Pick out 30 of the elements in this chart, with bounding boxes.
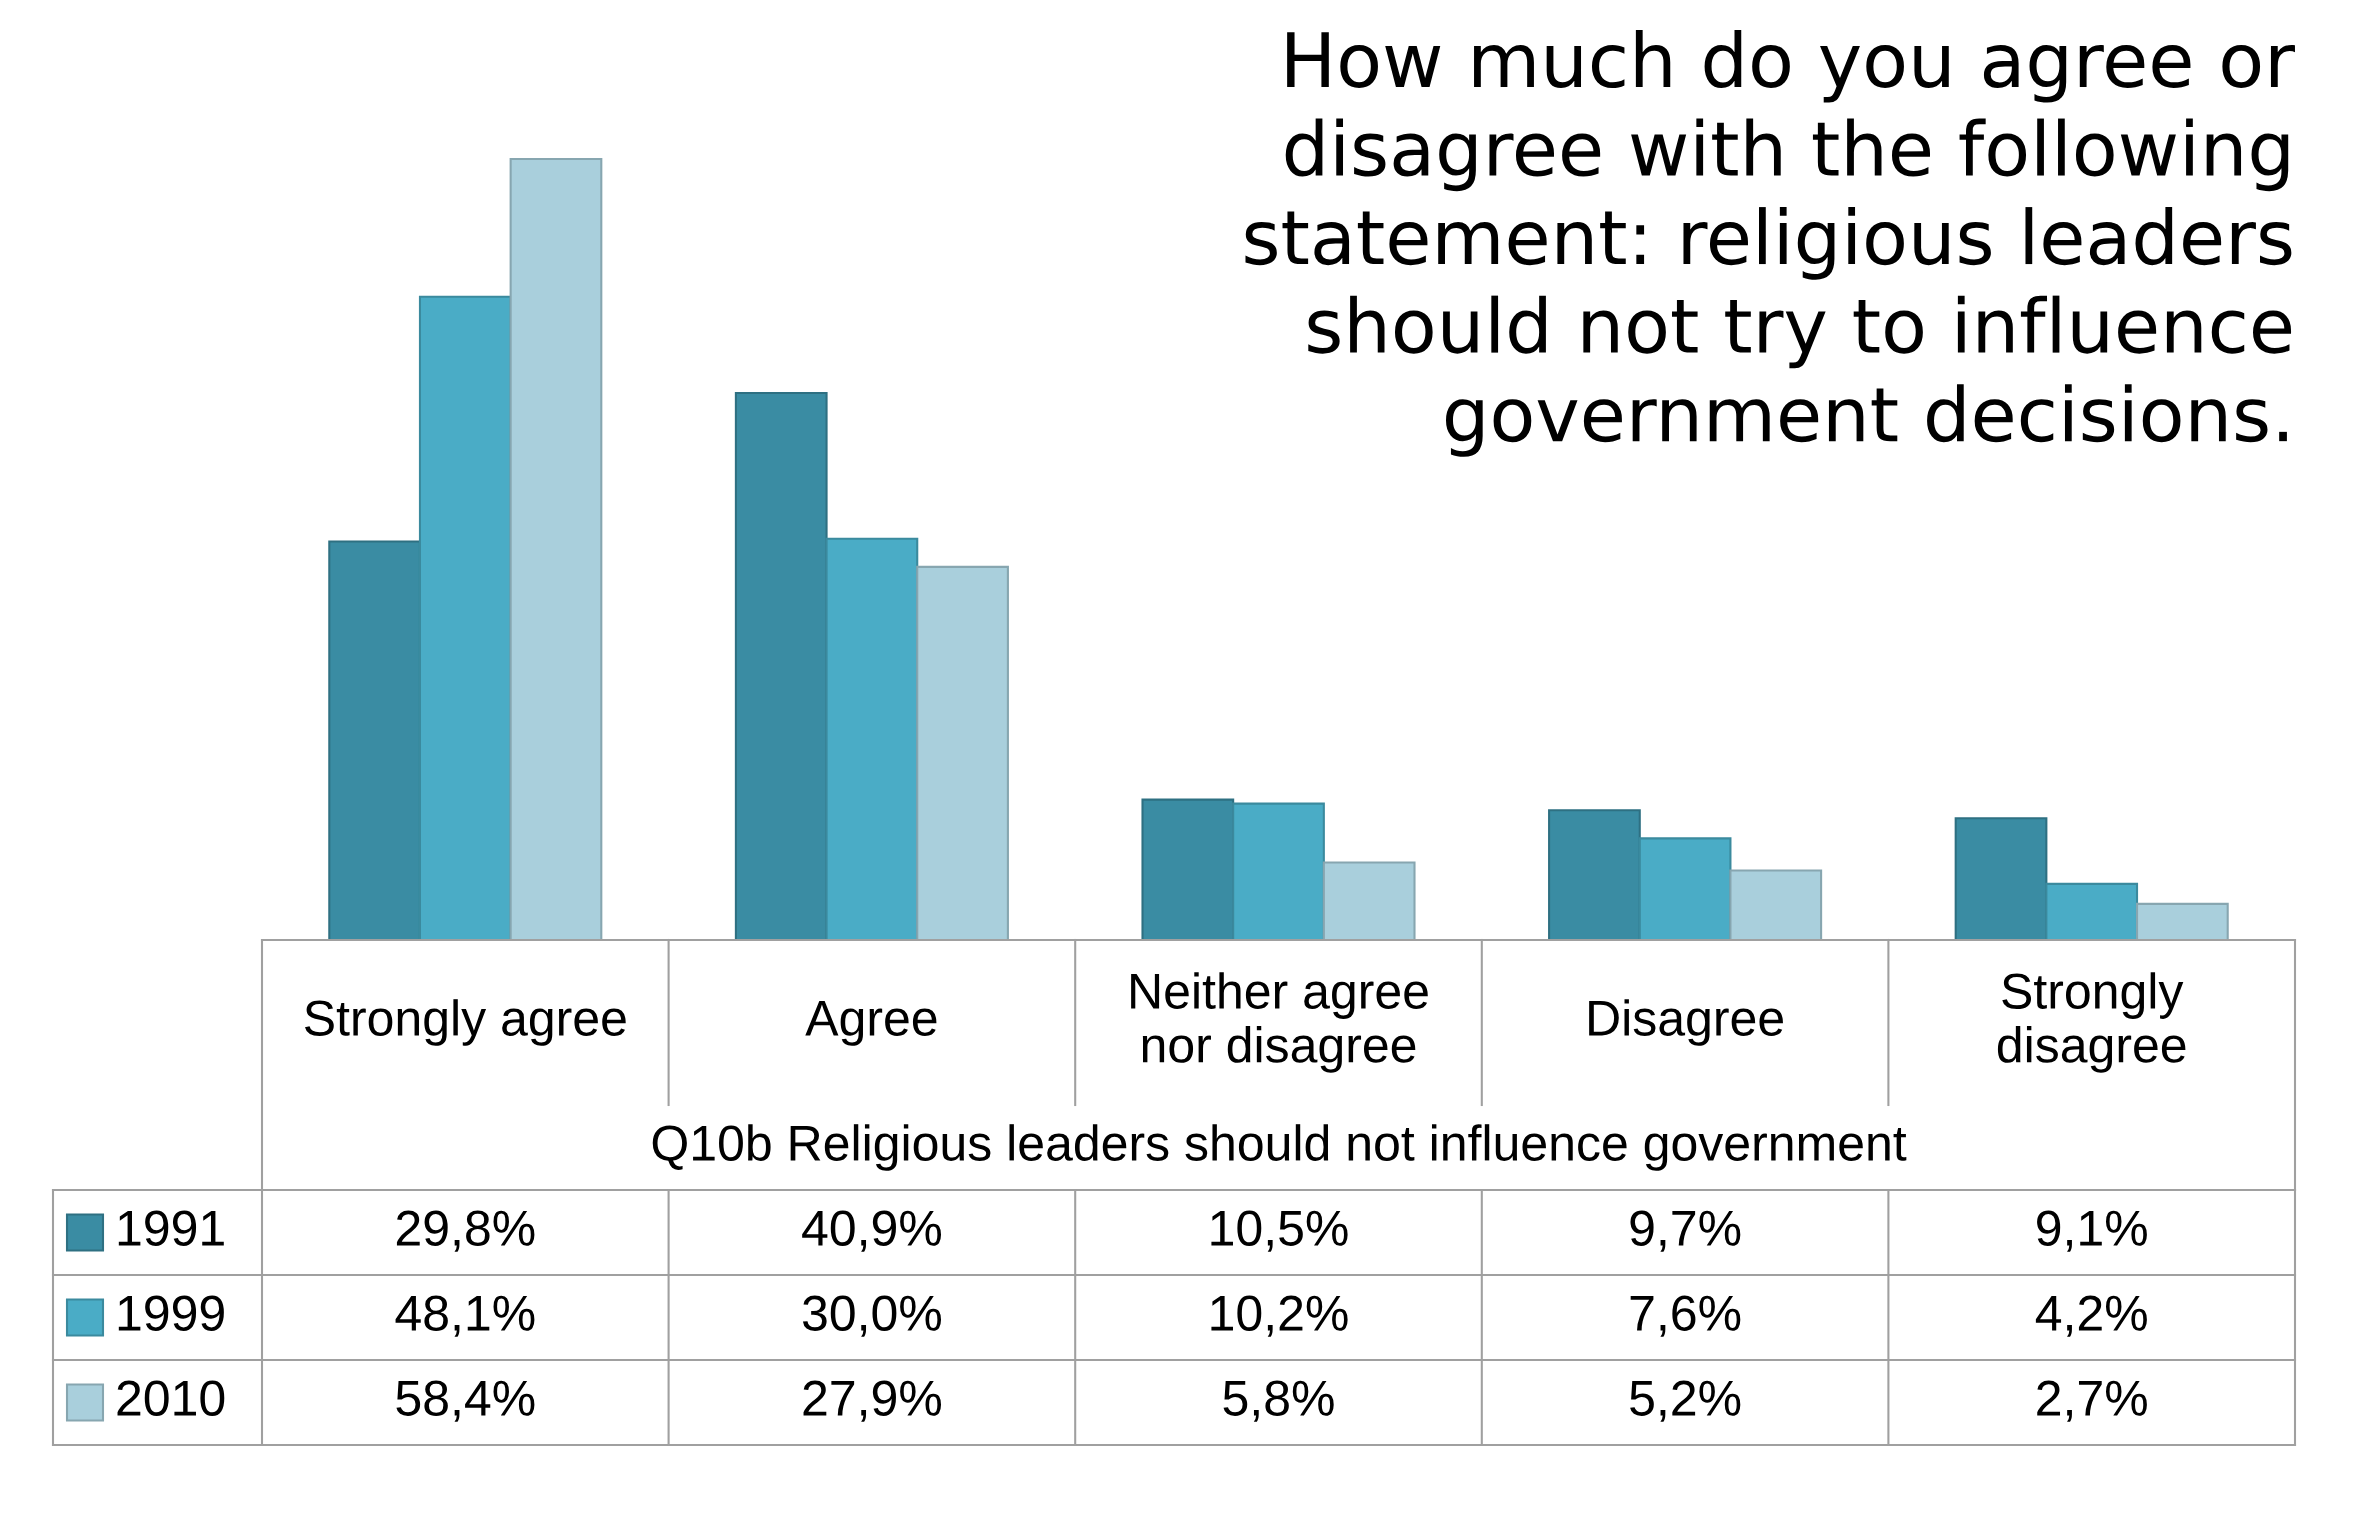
x-tick-label: Neither agree nor disagree (1131, 972, 1428, 1073)
data-label: 7,6% (1630, 1295, 1741, 1337)
data-label: 9,1% (2037, 1210, 2147, 1252)
data-label: 10,5% (1211, 1210, 1348, 1252)
text: Q10b Religious leaders should not influence government (652, 1124, 1907, 1171)
data-label: 5,2% (1630, 1380, 1741, 1422)
text: How much do you agree or disagree with the following statement: religious leaders should not try to influence government decisions. (1245, 30, 2295, 457)
data-label: 5,8% (1223, 1380, 1334, 1422)
bar (509, 158, 603, 940)
data-label: 40,9% (802, 1210, 942, 1252)
bar (2136, 902, 2229, 940)
data-label: 58,4% (396, 1380, 535, 1422)
data-label: 29,8% (396, 1210, 535, 1252)
data-label: 4,2% (2035, 1295, 2147, 1337)
x-tick-label: Strongly agree (304, 999, 626, 1046)
x-tick-label: Disagree (1589, 999, 1783, 1046)
bar (1322, 861, 1416, 940)
legend-label: 2010 (117, 1380, 225, 1416)
x-tick-label: Strongly disagree (1997, 972, 2186, 1073)
data-label: 2,7% (2037, 1380, 2147, 1422)
bar (1729, 869, 1823, 940)
data-label: 30,0% (802, 1295, 942, 1337)
legend-label: 1999 (118, 1295, 224, 1331)
bar (916, 565, 1009, 940)
legend-label: 1991 (118, 1210, 224, 1246)
data-label: 48,1% (395, 1295, 535, 1337)
data-label: 9,7% (1630, 1210, 1741, 1252)
data-label: 27,9% (803, 1380, 942, 1422)
x-tick-label: Agree (805, 1001, 937, 1046)
data-label: 10,2% (1211, 1295, 1348, 1337)
